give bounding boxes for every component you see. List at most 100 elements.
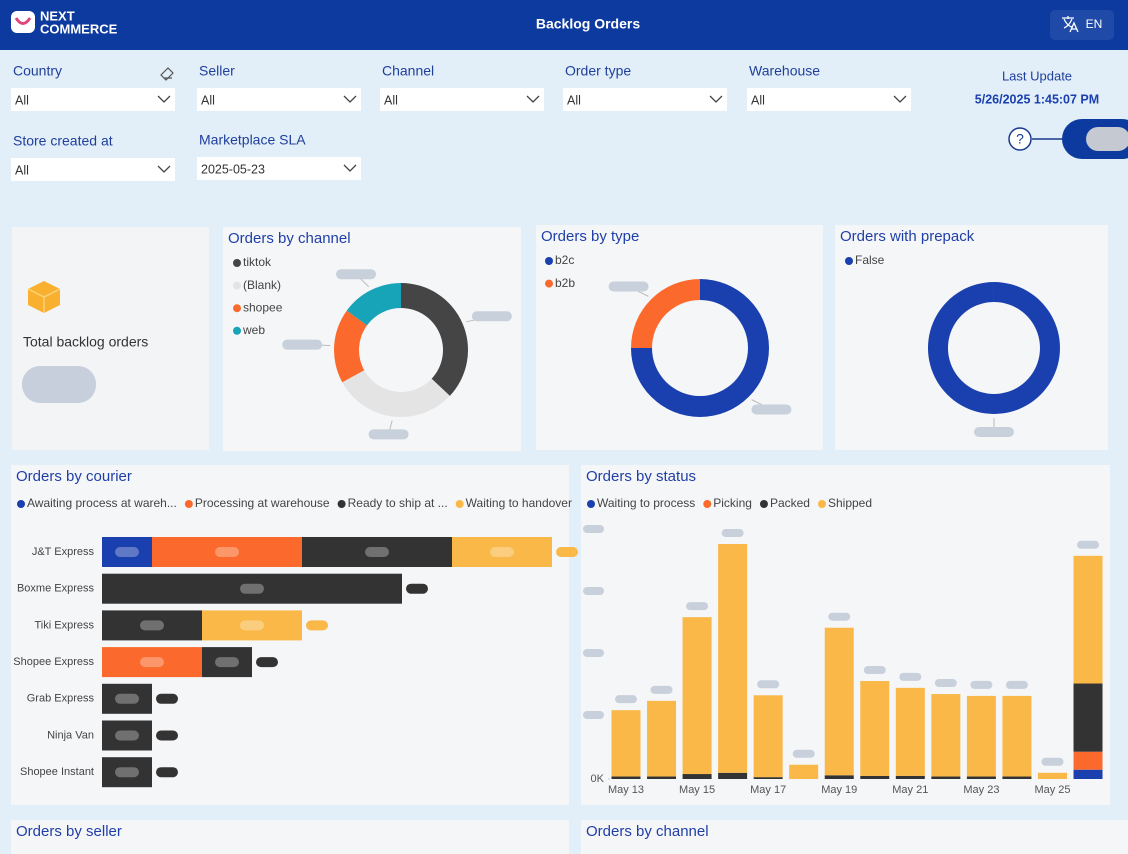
redacted-label [899,672,922,681]
bar-segment [895,775,925,779]
brand-line: COMMERCE [40,21,118,36]
filter-value: All [751,93,765,107]
bar-segment [931,776,961,779]
toggle[interactable] [1062,119,1128,159]
redacted-label [583,711,604,719]
redacted-label [406,583,428,594]
x-tick-label: May 25 [1034,784,1070,796]
bar-segment [824,627,854,776]
redacted-label [556,547,578,557]
redacted-label [1041,757,1064,766]
chart-panel [223,227,521,451]
redacted-label [365,547,389,557]
redacted-label [156,693,178,704]
redacted-label [792,749,815,758]
x-tick-label: May 13 [608,784,644,796]
dropdown-chevron [526,95,540,103]
redacted-label [863,666,886,675]
redacted-label [615,695,637,704]
redacted-label [970,680,993,689]
bar-segment [202,610,302,641]
x-tick-label: May 23 [963,784,999,796]
redacted-label [240,620,264,631]
bar-segment [611,776,641,779]
redacted-label [215,547,239,557]
last-update-value: 5/26/2025 1:45:07 PM [975,92,1099,106]
y-tick-label: Ninja Van [47,729,94,741]
bar-segment [753,695,783,778]
filter-dropdown[interactable] [197,157,361,180]
redacted-label [583,525,604,533]
legend-label: Awaiting process at wareh... [27,496,177,510]
bar-segment [102,573,402,604]
pie-slice [927,282,1060,415]
y-tick-label: Tiki Express [35,619,95,631]
clear-filter-icon[interactable] [160,67,174,81]
legend-marker [455,500,464,508]
header-bar [0,0,1128,50]
x-tick-label: May 19 [821,784,857,796]
redacted-label [974,427,1014,437]
bar-segment [1073,555,1103,684]
filter-value: All [15,93,29,107]
filter-dropdown[interactable] [563,88,727,111]
filter-label: Country [13,63,62,79]
redacted-label [282,339,323,350]
legend-marker [17,500,25,508]
filter-value: All [384,93,398,107]
legend-label: Processing at warehouse [195,496,330,510]
filter-dropdown[interactable] [11,88,175,111]
bar-segment [718,772,748,779]
legend-marker [817,500,826,508]
redacted-label [1005,680,1028,689]
bar-segment [152,537,302,567]
bar-segment [611,710,641,777]
kpi-icon [27,281,61,313]
chart-title: Orders by status [586,468,696,485]
filter-dropdown[interactable] [11,158,175,181]
pie-slice [342,370,450,418]
bar-segment [1037,772,1067,779]
y-tick-label: Shopee Instant [20,766,94,778]
redacted-label [650,685,673,694]
legend-label: False [855,253,885,267]
help-button[interactable]: ? [1008,127,1032,151]
logo-icon [11,11,35,33]
redacted-label [256,657,278,668]
bar-segment [102,757,152,788]
kpi-value-redacted [22,366,96,403]
bar-segment [895,687,925,776]
redacted-label [583,649,604,657]
redacted-label [686,602,709,611]
language-button[interactable]: EN [1050,10,1114,40]
filter-dropdown[interactable] [380,88,544,111]
bar-segment [1073,683,1103,752]
y-tick-label: 0K [591,773,605,785]
chart-title: Orders by channel [586,823,709,840]
redacted-label [583,587,604,595]
legend-label: Waiting to handover [466,496,572,510]
bar-segment [753,777,783,779]
legend-label: Ready to ship at ... [348,496,448,510]
bar-segment [1073,751,1103,770]
bar-segment [1002,695,1032,777]
x-tick-label: May 15 [679,784,715,796]
pie-slice [334,310,368,383]
bar-segment [102,610,202,641]
bar-segment [302,537,452,567]
page-title: Backlog Orders [536,16,640,32]
dropdown-chevron [893,95,907,103]
filter-dropdown[interactable] [197,88,361,111]
chart-title: Orders with prepack [840,228,975,245]
bar-segment [824,775,854,779]
legend-label: shopee [243,300,283,314]
brand-line: NEXT [40,8,75,23]
redacted-label [215,657,239,668]
language-label: EN [1086,17,1103,31]
legend-label: Packed [770,496,810,510]
filter-value: 2025-05-23 [201,162,265,176]
bar-segment [102,537,152,567]
filter-dropdown[interactable] [747,88,911,111]
y-tick-label: Shopee Express [13,656,94,668]
